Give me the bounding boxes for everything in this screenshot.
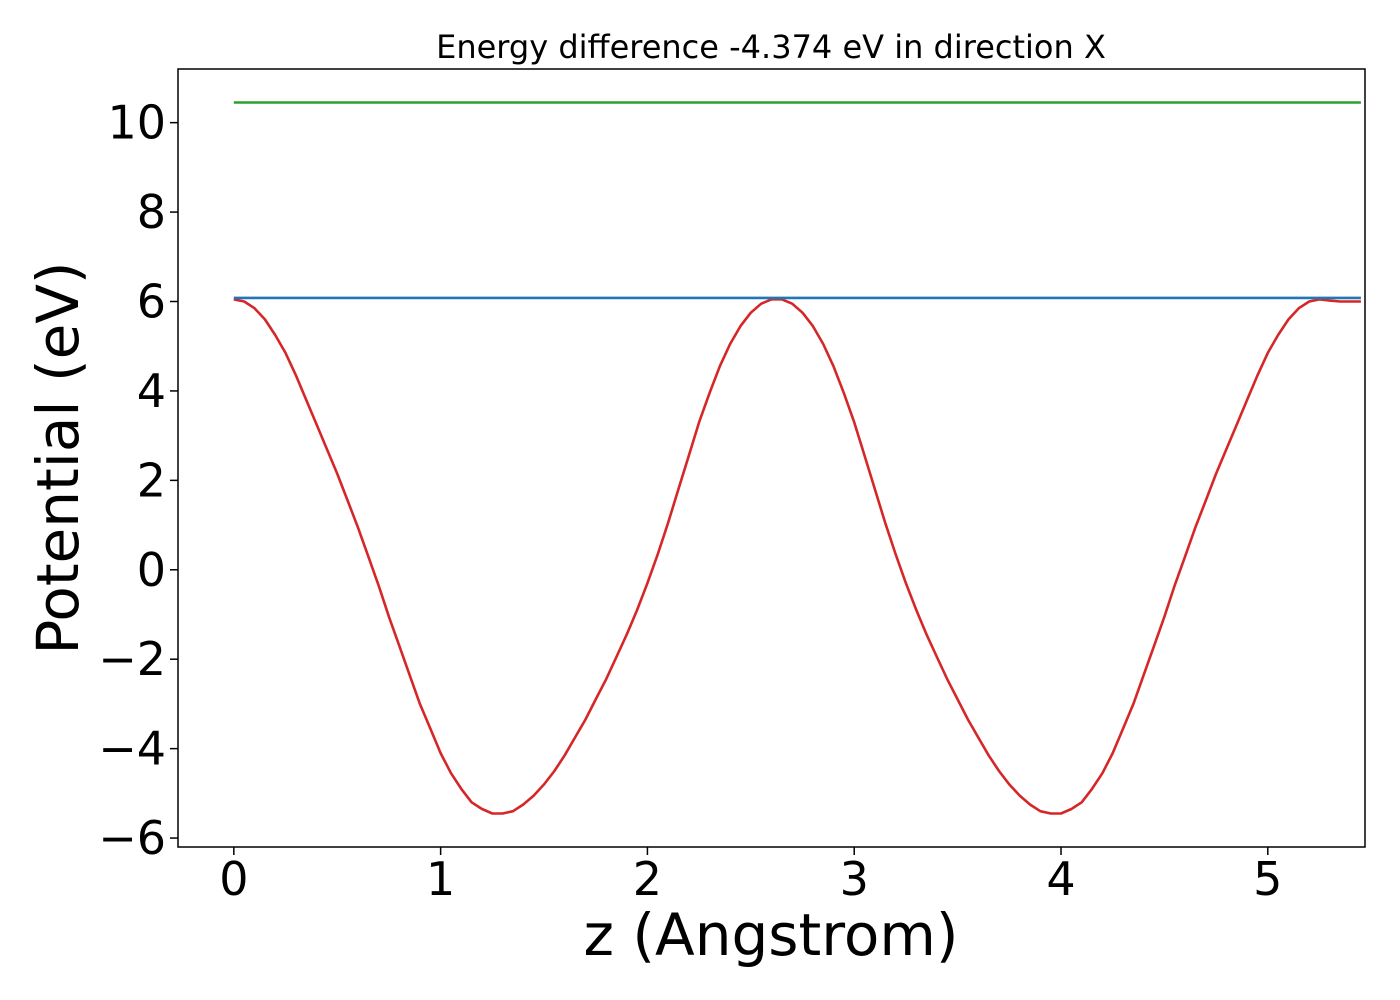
x-axis-ticks: 0 1 2 3 4 5 [219, 847, 1282, 906]
chart-title: Energy difference -4.374 eV in direction… [436, 28, 1106, 66]
y-tick-label: 2 [137, 453, 166, 507]
y-tick-label: 8 [137, 185, 166, 239]
y-axis-ticks: −6 −4 −2 0 2 4 6 8 10 [98, 96, 178, 865]
x-axis-label: z (Angstrom) [584, 901, 959, 969]
x-tick-label: 0 [219, 852, 248, 906]
x-tick-label: 3 [840, 852, 869, 906]
x-tick-label: 1 [426, 852, 455, 906]
plot-frame [177, 68, 1366, 848]
y-axis-label: Potential (eV) [24, 261, 92, 654]
y-tick-label: 6 [137, 275, 166, 329]
y-tick-label: −6 [98, 811, 166, 865]
y-tick-label: 10 [107, 96, 166, 150]
y-tick-label: −4 [98, 722, 166, 776]
x-tick-label: 2 [633, 852, 662, 906]
series-line-1 [233, 297, 1361, 815]
y-tick-label: 0 [137, 543, 166, 597]
series-layer [233, 101, 1361, 815]
x-tick-label: 5 [1253, 852, 1282, 906]
x-tick-label: 4 [1046, 852, 1075, 906]
y-tick-label: −2 [98, 632, 166, 686]
y-tick-label: 4 [137, 364, 166, 418]
